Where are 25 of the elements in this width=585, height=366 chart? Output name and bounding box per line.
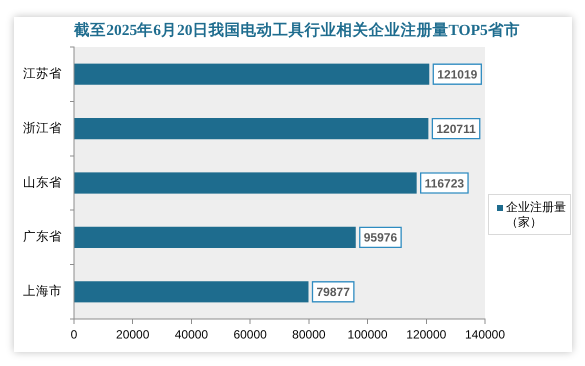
x-tick-label: 140000 [464,328,506,342]
data-label: 120711 [436,122,476,136]
bar [74,172,417,194]
bar [74,64,430,85]
data-label: 79877 [316,285,350,300]
y-tick-label: 浙江省 [23,120,62,135]
bar [74,226,356,248]
y-tick-label: 山东省 [23,174,62,190]
data-label: 116723 [424,176,464,190]
x-tick-label: 80000 [292,328,326,342]
y-tick-label: 广东省 [23,228,62,244]
x-tick-label: 60000 [233,328,268,342]
x-tick-label: 100000 [348,328,388,342]
chart-title: 截至2025年6月20日我国电动工具行业相关企业注册量TOP5省市 [73,21,521,41]
legend-label: 企业注册量（家） [506,200,567,230]
y-tick-label: 上海市 [23,283,62,298]
y-tick-label: 江苏省 [23,65,62,80]
data-label: 95976 [364,230,398,245]
x-tick-label: 0 [70,328,78,342]
bar [74,281,308,302]
x-tick-label: 20000 [116,328,150,342]
x-tick-label: 120000 [406,328,447,342]
data-label: 121019 [437,68,478,82]
x-tick-label: 40000 [174,328,208,342]
bar [74,118,428,140]
